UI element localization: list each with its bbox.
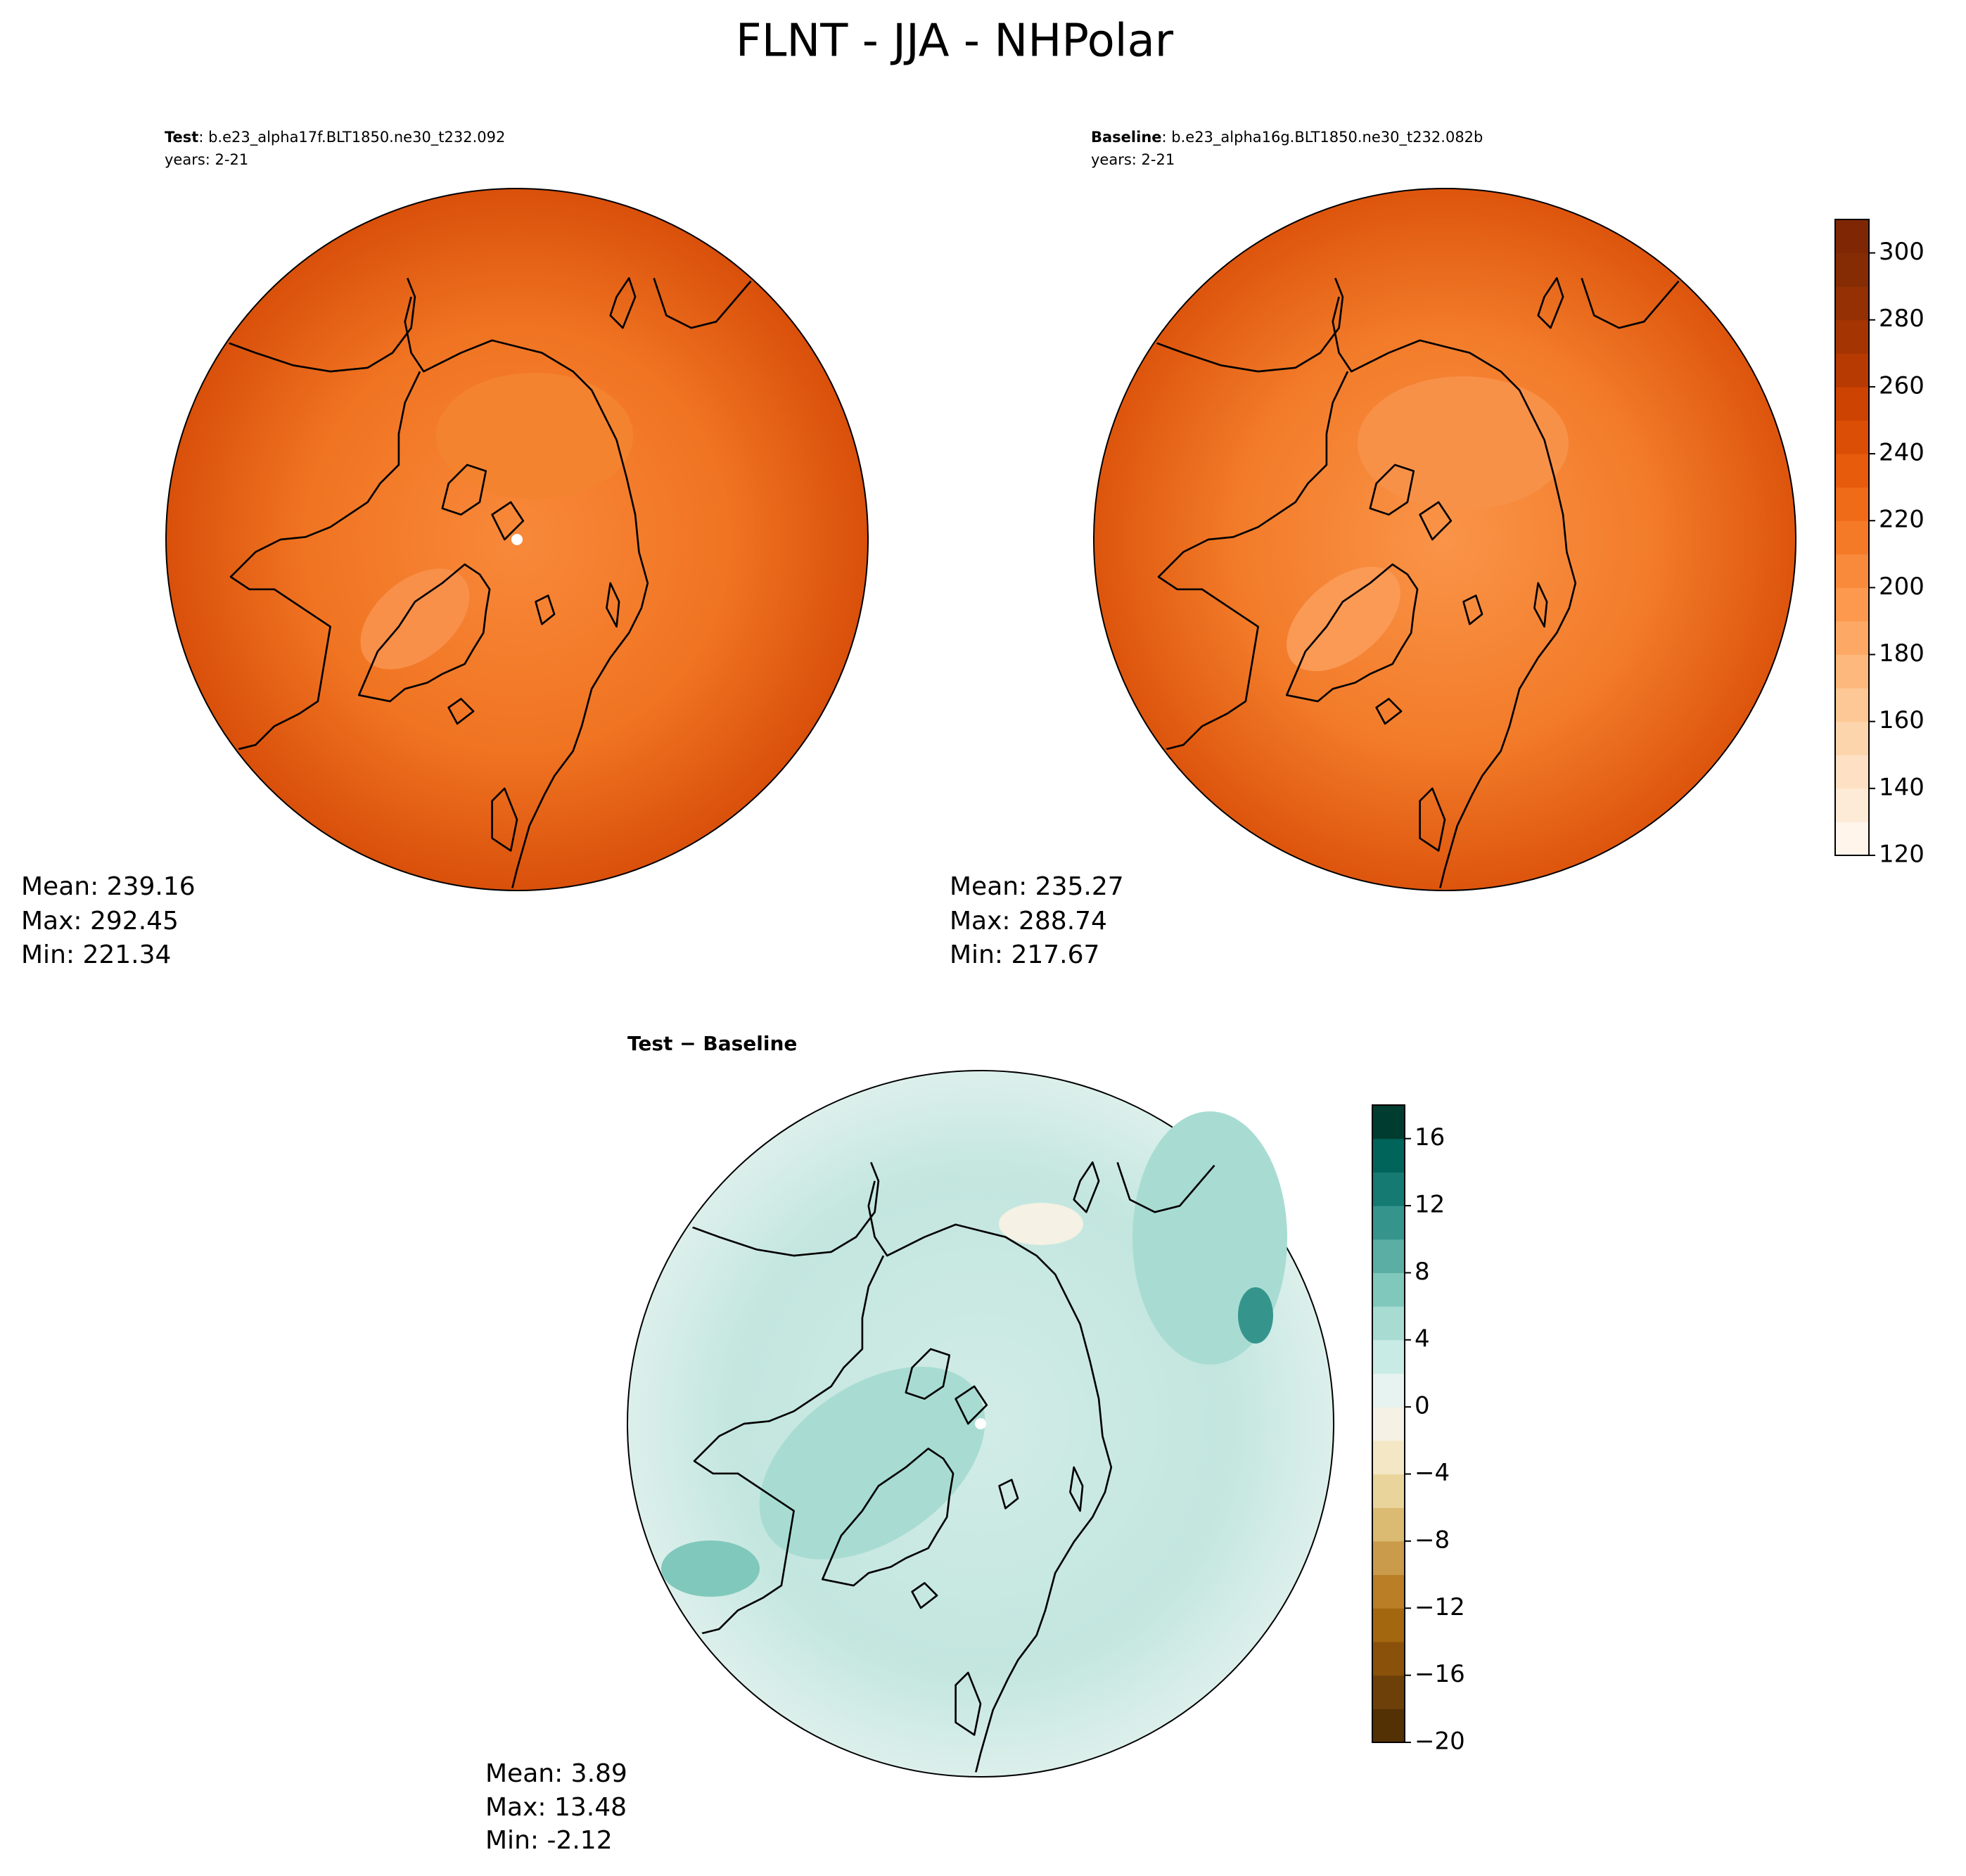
stat: Max: 13.48 <box>485 1793 627 1822</box>
colorbar-band <box>1835 420 1869 454</box>
panel-years: years: 2-21 <box>165 151 248 168</box>
colorbar-tick-label: 8 <box>1415 1258 1430 1286</box>
panel-years: years: 2-21 <box>1091 151 1175 168</box>
colorbar-tick-label: −8 <box>1415 1526 1450 1554</box>
colorbar-band <box>1835 755 1869 789</box>
stat: Max: 292.45 <box>21 907 179 936</box>
colorbar-band <box>1372 1306 1405 1341</box>
colorbar-tick-label: −16 <box>1415 1660 1465 1688</box>
colorbar-tick-label: 240 <box>1879 439 1924 467</box>
colorbar-tick-label: 180 <box>1879 639 1924 668</box>
colorbar-band <box>1372 1440 1405 1475</box>
colorbar-band <box>1372 1574 1405 1609</box>
colorbar-band <box>1835 319 1869 354</box>
panel-header: Baseline: b.e23_alpha16g.BLT1850.ne30_t2… <box>1091 129 1483 146</box>
colorbar-band <box>1835 386 1869 421</box>
colorbar-band <box>1372 1709 1405 1743</box>
colorbar-band <box>1372 1540 1405 1576</box>
colorbar-band <box>1372 1206 1405 1240</box>
colorbar-tick-label: 16 <box>1415 1123 1445 1151</box>
panel-header: Test: b.e23_alpha17f.BLT1850.ne30_t232.0… <box>165 129 505 146</box>
stat: Min: 221.34 <box>21 940 171 969</box>
colorbar-tick-label: 300 <box>1879 238 1924 266</box>
colorbar-band <box>1835 620 1869 656</box>
colorbar-band <box>1835 286 1869 321</box>
stat: Mean: 3.89 <box>485 1759 627 1788</box>
colorbar-band <box>1372 1608 1405 1642</box>
colorbar-band <box>1835 219 1869 254</box>
colorbar-band <box>1835 587 1869 622</box>
colorbar-band <box>1835 253 1869 287</box>
colorbar-tick-label: 140 <box>1879 773 1924 801</box>
stat: Mean: 239.16 <box>21 872 196 901</box>
colorbar-tick-label: 4 <box>1415 1325 1430 1353</box>
colorbar-band <box>1835 654 1869 689</box>
colorbar-band <box>1835 554 1869 588</box>
colorbar-band <box>1835 788 1869 822</box>
colorbar-tick-label: 160 <box>1879 706 1924 734</box>
colorbar-tick-label: 260 <box>1879 371 1924 400</box>
panel-case: : b.e23_alpha16g.BLT1850.ne30_t232.082b <box>1162 129 1483 146</box>
colorbar-tick-label: 12 <box>1415 1191 1445 1219</box>
stat: Max: 288.74 <box>950 907 1107 936</box>
map <box>165 188 869 894</box>
colorbar-band <box>1835 487 1869 521</box>
colorbar-band <box>1372 1474 1405 1508</box>
colorbar-band <box>1372 1507 1405 1542</box>
stat: Min: 217.67 <box>950 940 1099 969</box>
panel-case: : b.e23_alpha17f.BLT1850.ne30_t232.092 <box>198 129 505 146</box>
colorbar-frame <box>1372 1104 1405 1743</box>
panel-label: Test − Baseline <box>627 1032 797 1055</box>
stat: Mean: 235.27 <box>950 872 1124 901</box>
colorbar-band <box>1372 1105 1405 1140</box>
colorbar-frame <box>1834 219 1870 856</box>
colorbar-tick-label: 200 <box>1879 573 1924 601</box>
colorbar-band <box>1372 1407 1405 1441</box>
colorbar-band <box>1835 521 1869 555</box>
colorbar-tick-label: 280 <box>1879 305 1924 333</box>
colorbar-band <box>1835 822 1869 856</box>
colorbar-band <box>1835 721 1869 755</box>
colorbar-band <box>1372 1675 1405 1709</box>
colorbar-band <box>1372 1373 1405 1408</box>
colorbar-band <box>1835 454 1869 488</box>
colorbar-tick-label: −4 <box>1415 1459 1450 1487</box>
figure-title: FLNT - JJA - NHPolar <box>736 15 1174 68</box>
map <box>1093 188 1796 894</box>
colorbar-tick-label: −20 <box>1415 1728 1465 1756</box>
colorbar-tick-label: 220 <box>1879 506 1924 534</box>
panel-label: Test <box>165 129 198 146</box>
colorbar-tick-label: 0 <box>1415 1392 1430 1420</box>
colorbar-band <box>1835 688 1869 722</box>
panel-label: Baseline <box>1091 129 1162 146</box>
colorbar-tick-label: 120 <box>1879 841 1924 869</box>
colorbar-band <box>1372 1138 1405 1173</box>
colorbar-band <box>1372 1339 1405 1374</box>
colorbar-band <box>1835 353 1869 388</box>
colorbar-band <box>1372 1641 1405 1676</box>
colorbar-band <box>1372 1239 1405 1273</box>
colorbar-tick-label: −12 <box>1415 1593 1465 1621</box>
colorbar-band <box>1372 1172 1405 1206</box>
stat: Min: -2.12 <box>485 1826 613 1855</box>
colorbar-band <box>1372 1272 1405 1307</box>
map <box>627 1070 1334 1778</box>
